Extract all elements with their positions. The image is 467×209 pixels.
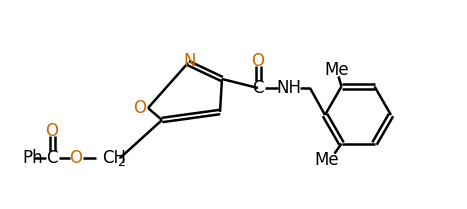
Text: O: O [70,149,83,167]
Text: C: C [252,79,264,97]
Text: O: O [45,122,58,140]
Text: O: O [134,99,147,117]
Text: Me: Me [314,150,339,169]
Text: CH: CH [102,149,126,167]
Text: 2: 2 [117,157,125,169]
Text: O: O [252,52,264,70]
Text: NH: NH [276,79,302,97]
Text: N: N [184,52,196,70]
Text: Ph: Ph [22,149,42,167]
Text: Me: Me [324,61,349,79]
Text: C: C [46,149,58,167]
